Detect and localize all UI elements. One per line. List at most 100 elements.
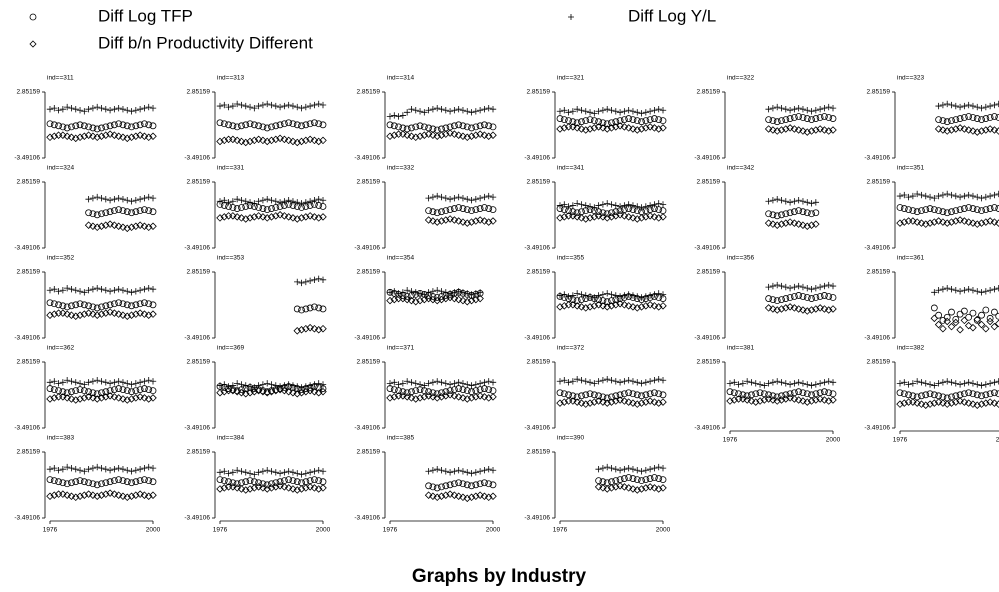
point (786, 218, 794, 226)
panel-title: ind==353 (217, 255, 244, 262)
point (76, 311, 84, 319)
point (926, 400, 934, 408)
point (399, 388, 407, 396)
panel-title: ind==369 (217, 345, 244, 352)
point (390, 131, 399, 139)
point (144, 492, 153, 501)
point (484, 394, 493, 402)
point (437, 393, 446, 401)
point (569, 378, 577, 385)
point (127, 223, 136, 232)
point (900, 205, 908, 212)
point (132, 208, 140, 216)
point (918, 191, 925, 199)
point (93, 223, 101, 232)
point (141, 285, 148, 293)
point (437, 295, 446, 304)
point (68, 378, 75, 385)
point (629, 485, 637, 493)
point (807, 221, 816, 229)
point (446, 123, 454, 131)
point (939, 218, 947, 226)
point (119, 465, 127, 473)
point (50, 310, 59, 318)
point (272, 122, 280, 130)
point (625, 474, 633, 481)
point (85, 379, 92, 386)
point (472, 381, 480, 388)
point (489, 206, 497, 213)
point (590, 117, 598, 125)
point (238, 479, 245, 487)
point (149, 285, 157, 293)
point (68, 104, 75, 112)
point (489, 217, 497, 225)
point (633, 400, 642, 408)
point (556, 214, 564, 222)
point (93, 390, 101, 398)
point (302, 305, 310, 313)
point (71, 396, 80, 404)
point (794, 220, 803, 228)
point (654, 485, 663, 493)
point (790, 125, 799, 133)
point (577, 303, 586, 311)
point (560, 302, 569, 310)
point (913, 190, 921, 198)
point (438, 389, 445, 397)
point (246, 485, 254, 493)
point (76, 121, 84, 129)
point (264, 380, 271, 387)
point (476, 194, 484, 202)
point (573, 393, 581, 401)
point (306, 102, 314, 110)
point (46, 311, 54, 319)
point (467, 394, 476, 402)
point (254, 386, 263, 395)
point (391, 288, 398, 295)
point (416, 381, 424, 388)
point (638, 118, 645, 126)
point (408, 105, 415, 113)
point (935, 392, 943, 400)
point (986, 192, 994, 200)
point (71, 312, 80, 321)
point (467, 493, 476, 502)
point (284, 213, 293, 221)
point (55, 467, 62, 474)
point (642, 379, 650, 386)
point (476, 386, 484, 393)
point (608, 478, 615, 486)
point (591, 110, 598, 117)
point (314, 485, 323, 493)
point (982, 391, 990, 399)
point (276, 103, 284, 111)
point (472, 481, 480, 489)
point (620, 483, 629, 491)
point (612, 465, 619, 473)
point (752, 380, 759, 387)
point (786, 303, 794, 311)
point (311, 476, 318, 483)
point (50, 132, 59, 141)
point (965, 313, 973, 321)
point (302, 278, 310, 286)
point (446, 481, 454, 489)
point (476, 480, 484, 488)
point (233, 467, 241, 474)
point (315, 477, 323, 485)
point (991, 379, 998, 386)
point (774, 378, 781, 385)
point (591, 294, 598, 301)
point (948, 308, 955, 316)
point (132, 301, 140, 309)
point (237, 388, 246, 397)
point (429, 389, 437, 397)
y-tick-label: 2.85159 (357, 179, 381, 186)
point (246, 103, 254, 111)
point (986, 125, 994, 133)
point (59, 287, 67, 294)
point (480, 217, 489, 225)
point (969, 219, 977, 227)
point (276, 470, 284, 477)
